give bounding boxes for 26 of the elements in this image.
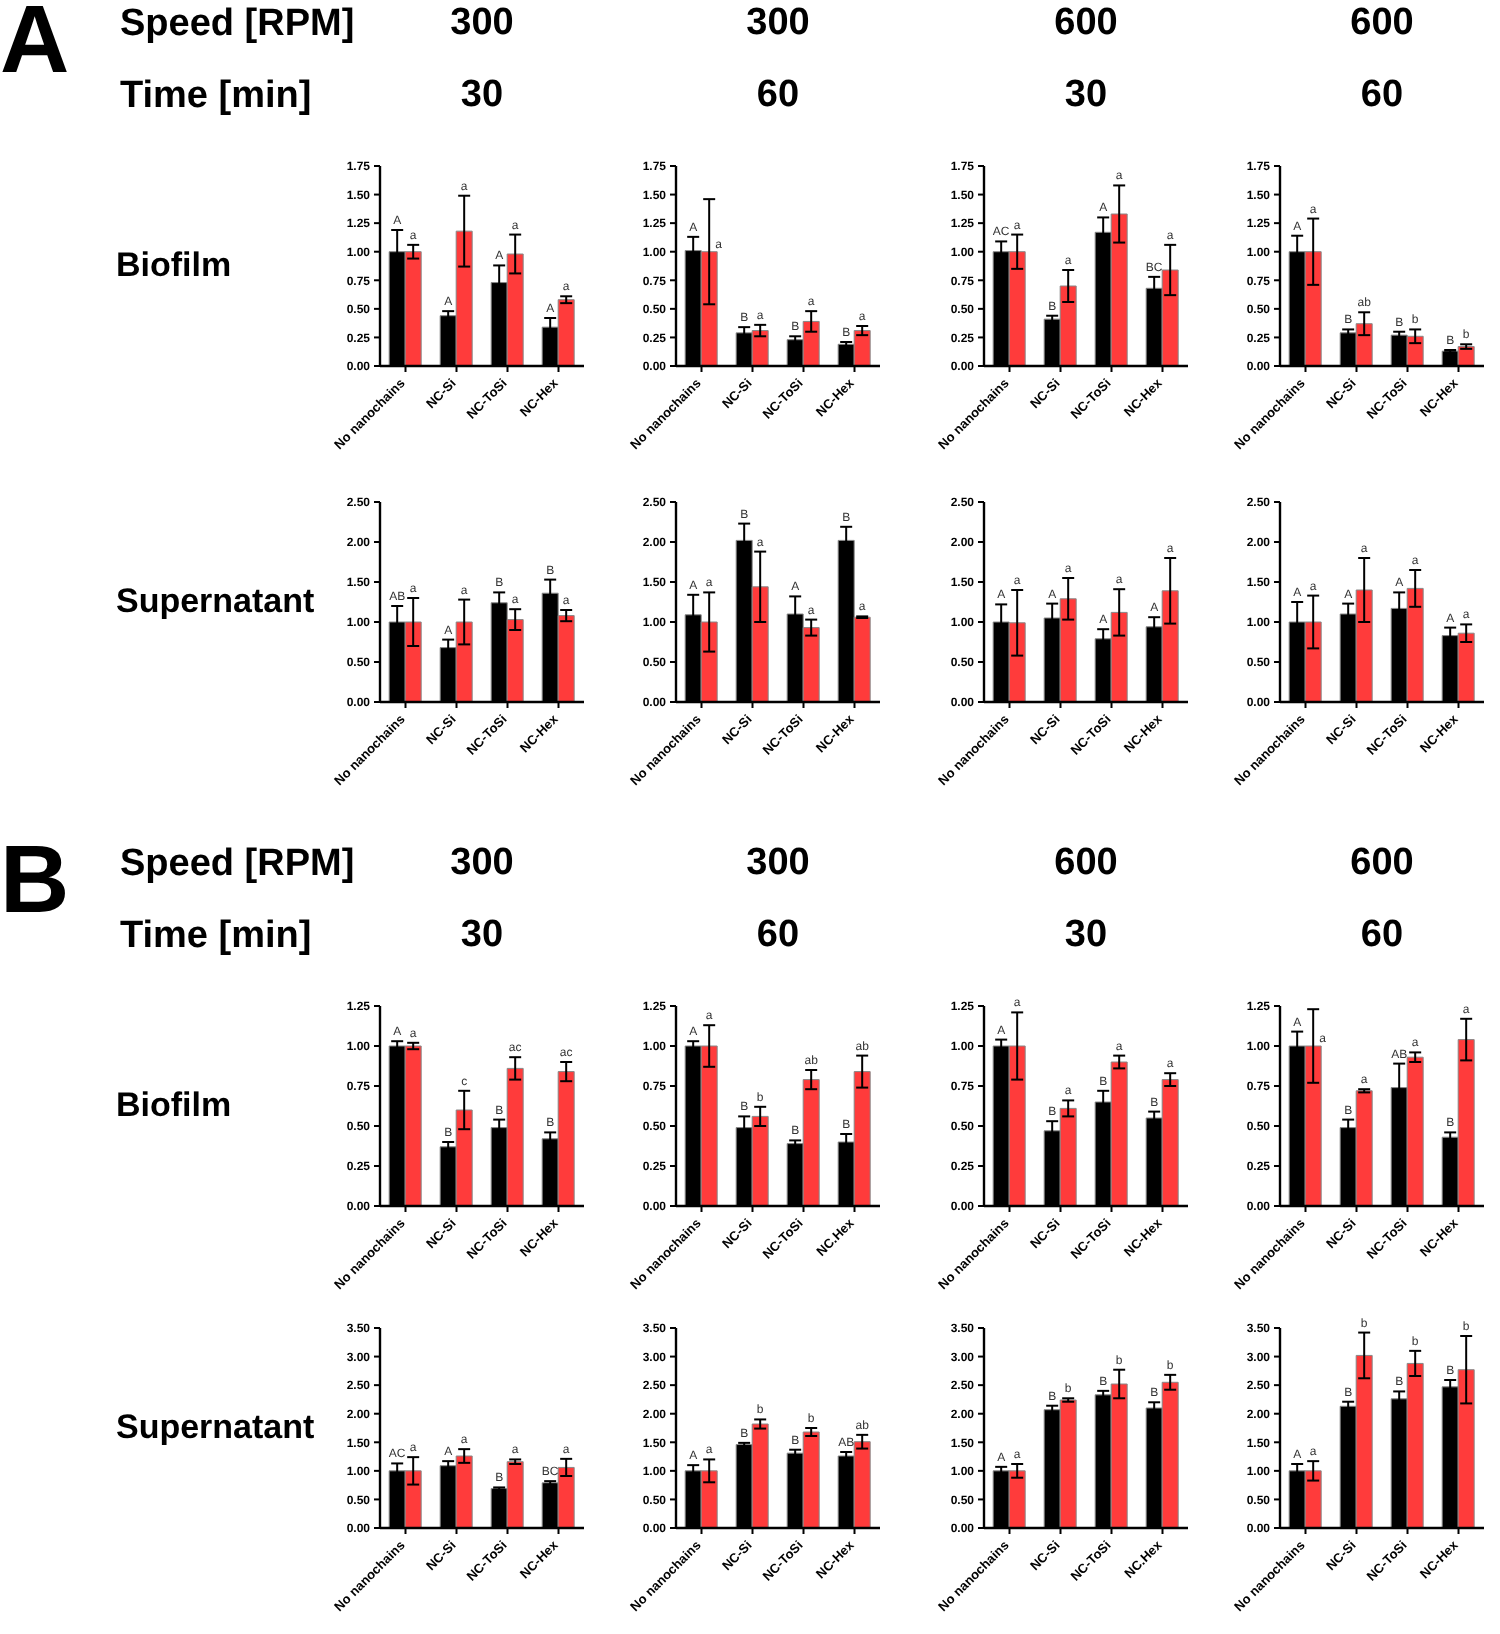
chart-subtitle: 60 xyxy=(754,74,802,118)
chart-subtitle: 60 xyxy=(1358,914,1406,958)
chart-subtitle: 30 xyxy=(1062,74,1110,118)
text: Speed [RPM] xyxy=(120,843,355,885)
chart-title: 300 xyxy=(744,2,812,46)
chart-title: 600 xyxy=(1348,2,1416,46)
y-axis-title: Biofilm xyxy=(116,1086,232,1126)
y-axis-title: Supernatant xyxy=(116,1408,315,1448)
text: Time [min] xyxy=(120,915,312,957)
y-axis-title: Biofilm xyxy=(116,246,232,286)
chart-title: 300 xyxy=(450,842,514,884)
y-axis-title: Supernatant xyxy=(116,582,315,622)
chart-title: 600 xyxy=(1052,842,1120,886)
text: A xyxy=(0,0,70,94)
chart-subtitle: 60 xyxy=(1358,74,1406,118)
chart-subtitle: 60 xyxy=(754,914,802,958)
chart-title: 300 xyxy=(744,842,812,886)
chart-title: 600 xyxy=(1052,2,1120,46)
chart-subtitle: 30 xyxy=(458,914,506,958)
text: Time [min] xyxy=(120,75,312,117)
chart-title: 300 xyxy=(450,2,514,44)
chart-subtitle: 30 xyxy=(458,74,506,118)
chart-title: 600 xyxy=(1348,842,1416,886)
chart-subtitle: 30 xyxy=(1062,914,1110,958)
text: B xyxy=(0,828,70,934)
text: Speed [RPM] xyxy=(120,3,355,45)
